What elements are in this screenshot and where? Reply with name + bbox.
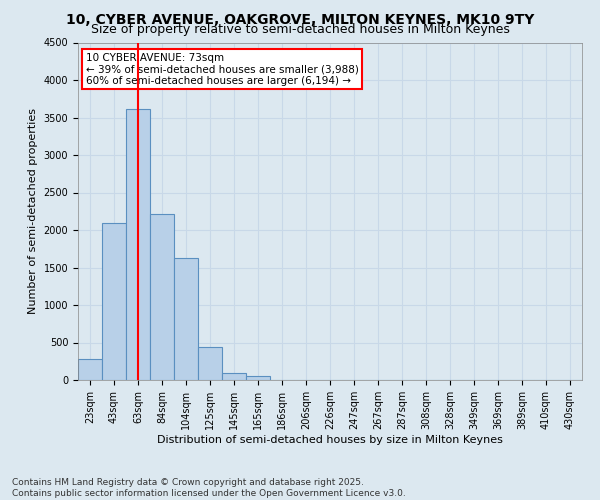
Bar	[174, 258, 198, 380]
Text: 10, CYBER AVENUE, OAKGROVE, MILTON KEYNES, MK10 9TY: 10, CYBER AVENUE, OAKGROVE, MILTON KEYNE…	[66, 12, 534, 26]
Bar	[78, 359, 102, 380]
Bar	[102, 222, 126, 380]
Text: 10 CYBER AVENUE: 73sqm
← 39% of semi-detached houses are smaller (3,988)
60% of : 10 CYBER AVENUE: 73sqm ← 39% of semi-det…	[86, 52, 358, 86]
Bar	[126, 108, 150, 380]
Bar	[222, 372, 246, 380]
Bar	[150, 214, 174, 380]
Text: Contains HM Land Registry data © Crown copyright and database right 2025.
Contai: Contains HM Land Registry data © Crown c…	[12, 478, 406, 498]
Text: Size of property relative to semi-detached houses in Milton Keynes: Size of property relative to semi-detach…	[91, 22, 509, 36]
X-axis label: Distribution of semi-detached houses by size in Milton Keynes: Distribution of semi-detached houses by …	[157, 434, 503, 444]
Bar	[198, 347, 222, 380]
Y-axis label: Number of semi-detached properties: Number of semi-detached properties	[28, 108, 38, 314]
Bar	[246, 376, 270, 380]
